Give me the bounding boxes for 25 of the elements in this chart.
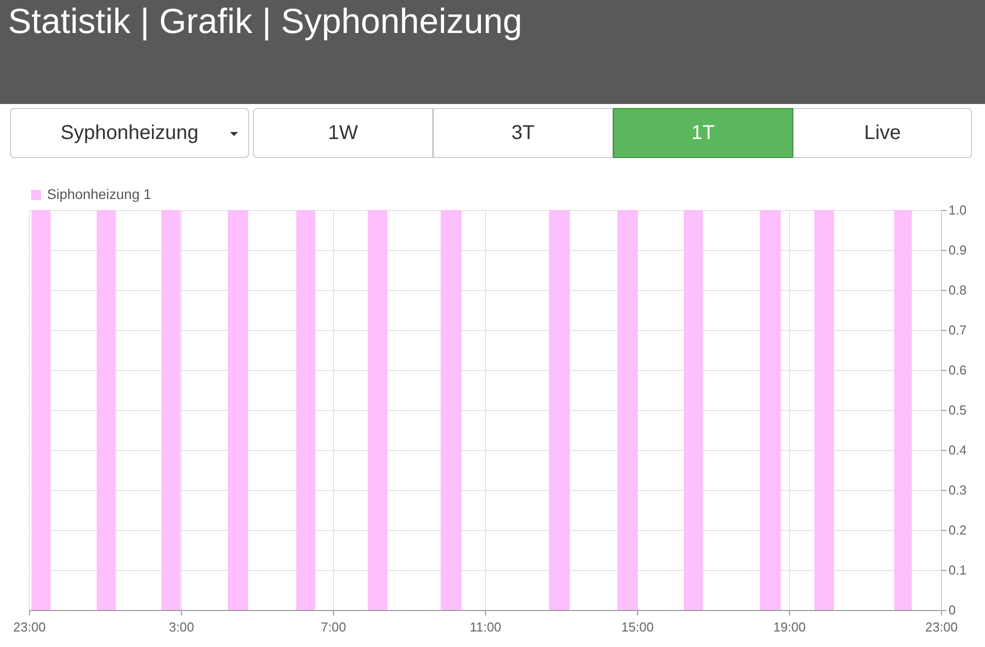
y-tick-label: 0.1 xyxy=(948,562,967,578)
y-tick-label: 0.5 xyxy=(948,402,967,418)
chart-title: Statistik | Grafik | Syphonheizung xyxy=(8,2,522,42)
y-tick-label: 0.8 xyxy=(948,282,967,298)
text: 3T xyxy=(511,122,535,144)
x-tick-label: 23:00 xyxy=(13,620,46,634)
x-tick-label: 19:00 xyxy=(773,620,806,634)
x-tick-label: 3:00 xyxy=(168,620,194,634)
y-tick-label: 0.2 xyxy=(948,522,967,538)
x-tick-label: 7:00 xyxy=(320,620,346,634)
x-tick-label: 23:00 xyxy=(925,620,958,634)
y-tick-label: 0.6 xyxy=(948,362,967,378)
legend-label: Siphonheizung 1 xyxy=(47,186,152,202)
text: 1W xyxy=(328,122,358,144)
y-tick-label: 0.4 xyxy=(948,442,967,458)
y-tick-label: 0.3 xyxy=(948,482,967,498)
text: 1T xyxy=(691,122,715,144)
y-tick-label: 1.0 xyxy=(948,202,967,218)
y-tick-label: 0.7 xyxy=(948,322,967,338)
y-tick-label: 0 xyxy=(948,602,956,618)
x-tick-label: 11:00 xyxy=(470,620,502,634)
text: Live xyxy=(864,122,901,144)
y-tick-label: 0.9 xyxy=(948,242,967,258)
text: Syphonheizung xyxy=(60,122,198,144)
x-tick-label: 15:00 xyxy=(621,620,654,634)
